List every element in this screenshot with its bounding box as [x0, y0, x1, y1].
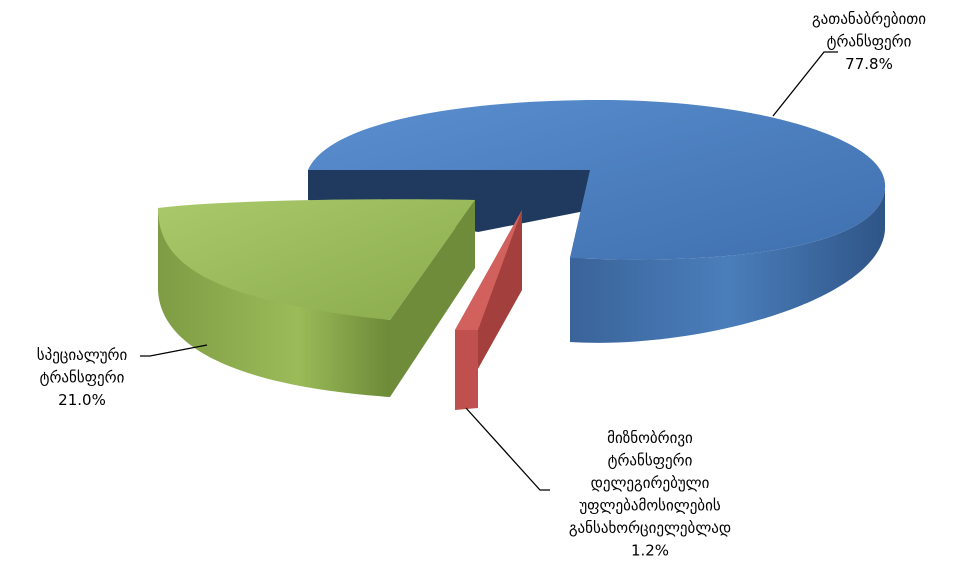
- slice-label-0: გათანაბრებითი ტრანსფერი 77.8%: [812, 10, 926, 73]
- slice-value-label: 77.8%: [845, 55, 893, 73]
- slice-name-line: უფლებამოსილების: [579, 497, 721, 515]
- slice-label-1: სპეციალური ტრანსფერი 21.0%: [37, 346, 128, 409]
- slice-label-2: მიზნობრივი ტრანსფერი დელეგირებული უფლებამოს…: [569, 429, 731, 560]
- leader-line-2: [465, 407, 550, 491]
- slice-value-label: 21.0%: [58, 391, 106, 409]
- slice-name-line: სპეციალური: [37, 346, 128, 364]
- pie-slice-1: [158, 199, 475, 397]
- slice-name-line: ტრანსფერი: [827, 33, 912, 51]
- slice-name-line: განსახორციელებლად: [569, 519, 731, 537]
- slice-name-line: მიზნობრივი: [607, 429, 693, 447]
- leader-line-1: [140, 344, 208, 357]
- leader-line-0: [772, 51, 838, 117]
- slice-value-label: 1.2%: [631, 542, 669, 560]
- slice-name-line: გათანაბრებითი: [812, 10, 926, 28]
- pie-slice-2: [455, 210, 522, 410]
- slice-name-line: დელეგირებული: [591, 474, 710, 492]
- slice-name-line: ტრანსფერი: [608, 452, 693, 470]
- slice-name-line: ტრანსფერი: [40, 369, 125, 387]
